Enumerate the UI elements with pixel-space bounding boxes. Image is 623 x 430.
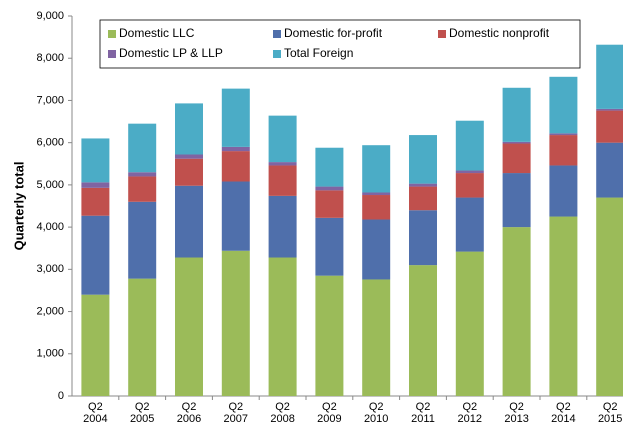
bar-segment	[455, 197, 484, 252]
bar-segment	[81, 294, 110, 396]
legend-swatch	[438, 30, 446, 38]
bar-segment	[221, 250, 250, 396]
bar-segment	[128, 201, 157, 279]
bar-segment	[268, 115, 297, 163]
x-tick-label: Q2 2011	[411, 401, 435, 425]
bar-segment	[549, 165, 578, 217]
bar-segment	[549, 133, 578, 136]
x-tick-label: Q2 2008	[270, 401, 295, 425]
bar-segment	[128, 123, 157, 173]
bar-segment	[315, 275, 344, 396]
bar-segment	[268, 162, 297, 166]
bar-segment	[268, 165, 297, 196]
bar-segment	[502, 143, 531, 174]
legend-label: Domestic LP & LLP	[119, 46, 223, 60]
bar-segment	[175, 103, 203, 155]
bar-segment	[549, 216, 578, 396]
x-tick-label: Q2 2007	[223, 401, 249, 425]
y-axis-label: Quarterly total	[11, 162, 26, 251]
bar-segment	[409, 210, 437, 266]
legend-label: Domestic LLC	[119, 26, 195, 40]
legend-label: Domestic for-profit	[284, 26, 383, 40]
bar-segment	[596, 44, 623, 109]
bar-segment	[315, 217, 344, 276]
bar-segment	[175, 257, 203, 396]
bar-segment	[221, 88, 250, 147]
bar-segment	[175, 158, 203, 186]
y-tick-label: 9,000	[36, 10, 64, 22]
bar-segment	[221, 151, 250, 182]
bar-segment	[596, 108, 623, 111]
x-tick-label: Q2 2004	[83, 401, 108, 425]
bar-segment	[549, 135, 578, 166]
bar-segment	[362, 145, 391, 193]
bar-segment	[502, 87, 531, 142]
bar-segment	[221, 181, 250, 251]
x-tick-label: Q2 2015	[597, 401, 623, 425]
y-tick-label: 5,000	[36, 179, 64, 191]
x-tick-label: Q2 2013	[504, 401, 529, 425]
x-tick-label: Q2 2006	[176, 401, 202, 425]
bar-segment	[502, 173, 531, 228]
legend-swatch	[108, 30, 116, 38]
bar-segment	[221, 146, 250, 152]
bar-segment	[128, 176, 157, 202]
bar-segment	[268, 257, 297, 396]
bar-segment	[268, 195, 297, 258]
bar-segment	[596, 197, 623, 396]
bar-segment	[81, 187, 110, 216]
bar-segment	[455, 120, 484, 171]
bar-segment	[175, 185, 203, 258]
y-tick-label: 3,000	[36, 263, 64, 275]
bar-segment	[409, 183, 437, 187]
legend-box	[99, 19, 581, 69]
bar-segment	[362, 195, 391, 220]
bar-segment	[315, 147, 344, 187]
legend-swatch	[108, 50, 116, 58]
y-tick-label: 7,000	[36, 94, 64, 106]
bar-segment	[128, 278, 157, 396]
x-tick-label: Q2 2005	[129, 401, 155, 425]
legend-label: Domestic nonprofit	[449, 26, 550, 40]
bar-segment	[128, 172, 157, 177]
bar-segment	[455, 170, 484, 174]
bar-segment	[409, 186, 437, 211]
x-tick-label: Q2 2009	[317, 401, 342, 425]
bar-segment	[502, 141, 531, 144]
bar-segment	[175, 154, 203, 159]
bar-segment	[455, 251, 484, 396]
bar-segment	[362, 219, 391, 280]
y-tick-label: 8,000	[36, 52, 64, 64]
x-tick-label: Q2 2014	[551, 401, 576, 425]
bar-segment	[596, 110, 623, 143]
x-tick-label: Q2 2010	[363, 401, 389, 425]
bar-segment	[455, 173, 484, 198]
y-tick-label: 6,000	[36, 137, 64, 149]
y-tick-label: 0	[58, 390, 64, 402]
y-tick-label: 1,000	[36, 348, 64, 360]
bar-segment	[362, 279, 391, 396]
bar-segment	[502, 227, 531, 396]
bar-segment	[81, 215, 110, 295]
bar-segment	[596, 142, 623, 198]
bar-segment	[315, 186, 344, 191]
y-tick-label: 4,000	[36, 221, 64, 233]
legend-label: Total Foreign	[284, 46, 353, 60]
bar-segment	[409, 135, 437, 184]
bar-segment	[362, 192, 391, 196]
x-tick-label: Q2 2012	[457, 401, 483, 425]
bar-segment	[81, 138, 110, 183]
y-tick-label: 2,000	[36, 305, 64, 317]
bar-segment	[409, 265, 437, 396]
bar-segment	[549, 76, 578, 134]
legend-swatch	[273, 30, 281, 38]
bar-segment	[81, 182, 110, 188]
legend-swatch	[273, 50, 281, 58]
bar-segment	[315, 190, 344, 218]
